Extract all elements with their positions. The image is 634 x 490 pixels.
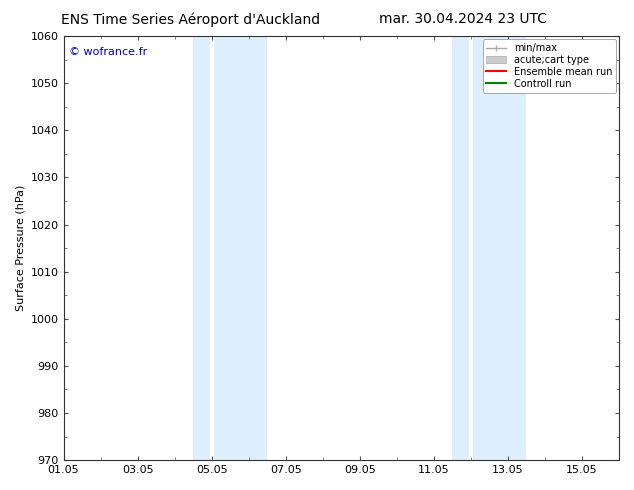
Text: mar. 30.04.2024 23 UTC: mar. 30.04.2024 23 UTC <box>379 12 547 26</box>
Legend: min/max, acute;cart type, Ensemble mean run, Controll run: min/max, acute;cart type, Ensemble mean … <box>482 39 616 93</box>
Text: ENS Time Series Aéroport d'Auckland: ENS Time Series Aéroport d'Auckland <box>61 12 320 27</box>
Bar <box>193 36 210 460</box>
Text: © wofrance.fr: © wofrance.fr <box>69 47 147 57</box>
Bar <box>214 36 267 460</box>
Bar <box>473 36 526 460</box>
Bar <box>453 36 469 460</box>
Y-axis label: Surface Pressure (hPa): Surface Pressure (hPa) <box>15 185 25 311</box>
